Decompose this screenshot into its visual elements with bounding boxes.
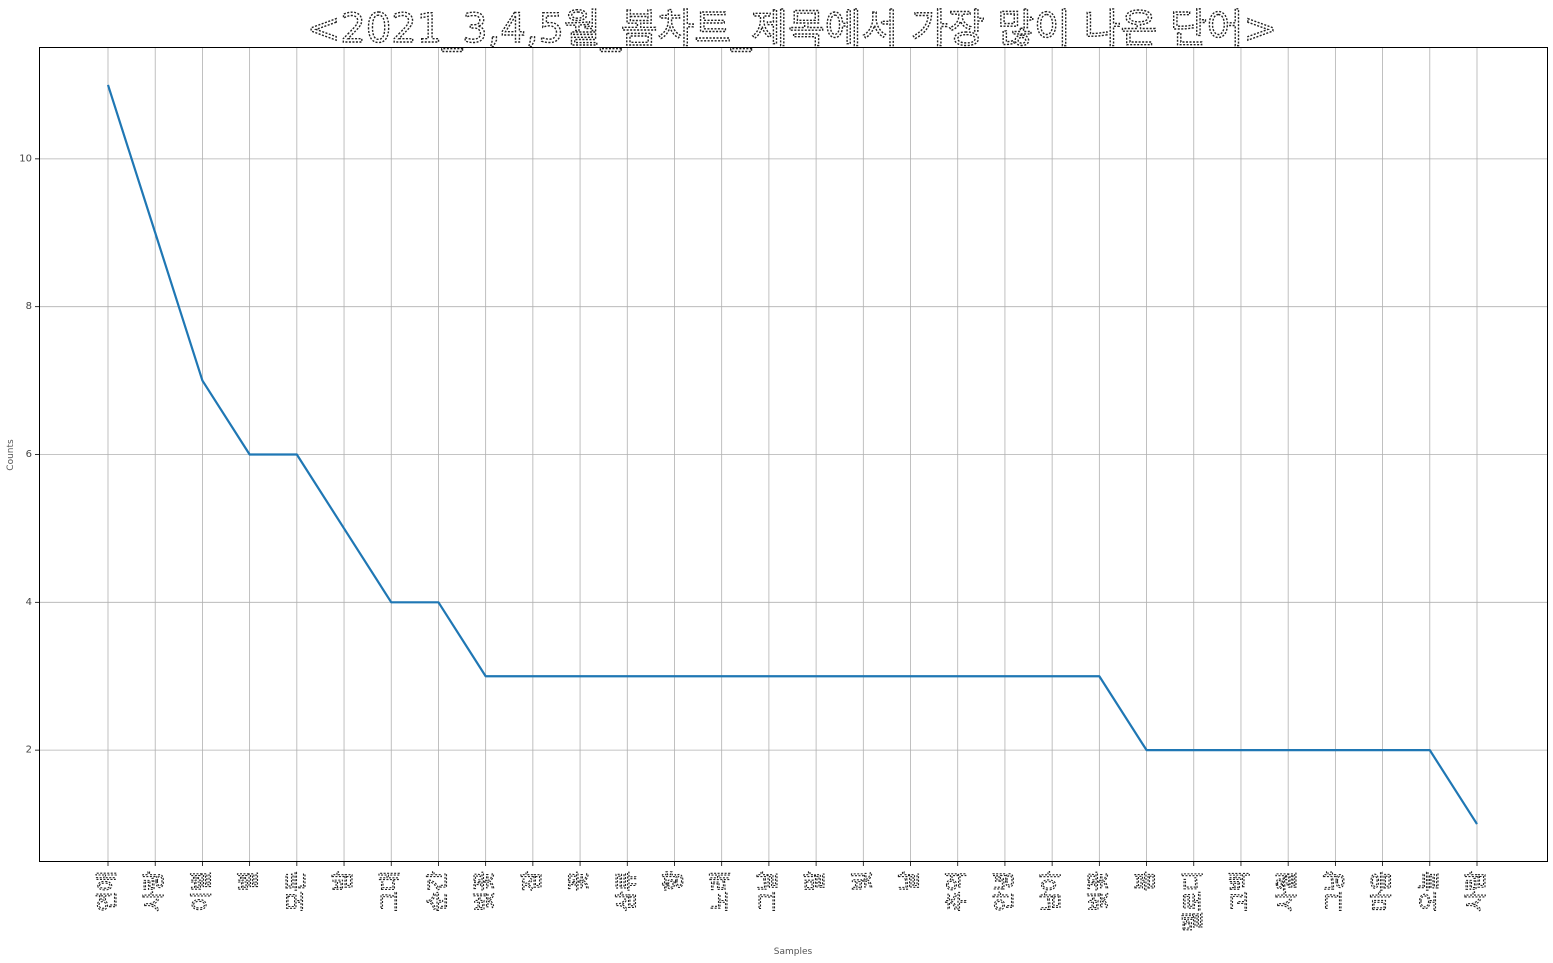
x-tick-label: 잠 — [520, 871, 545, 891]
data-point — [1097, 674, 1101, 678]
data-point — [106, 83, 110, 87]
x-tick-label: 빛 — [851, 871, 876, 891]
data-point — [1145, 748, 1149, 752]
x-tick-label: 그대 — [379, 871, 404, 911]
data-point — [1003, 674, 1007, 678]
x-axis-label: Samples — [774, 947, 813, 957]
y-axis-ticks: 2 4 6 8 10 — [19, 153, 40, 756]
data-point — [295, 453, 299, 457]
data-point — [1239, 748, 1243, 752]
chart-title: <2021_3,4,5월_봄차트_제목에서 가장 많이 나온 단어> — [307, 6, 1277, 52]
x-tick-label: 벚꽃 — [1087, 871, 1112, 911]
x-tick-label: 안녕 — [992, 871, 1017, 911]
data-point — [625, 674, 629, 678]
x-tick-label: 봄 — [1134, 871, 1159, 891]
x-tick-label: 고백 — [1228, 871, 1253, 911]
x-tick-label: 추억 — [945, 871, 970, 911]
x-tick-label: 남아 — [1040, 871, 1065, 911]
data-point — [1286, 748, 1290, 752]
x-axis-ticks: 연애 사랑 이별 별 모든 밤 그대 순간 벚꽃 잠 꽃 삼류 향 노래 그날 말 빛 날 추억 안녕 남아 벚꽃 봄 멜로디… — [95, 861, 1490, 932]
data-point — [1192, 748, 1196, 752]
y-tick-label: 6 — [26, 449, 32, 460]
x-tick-label: 오늘 — [1417, 871, 1442, 911]
x-tick-label: 순간 — [426, 871, 451, 911]
x-tick-label: 멜로디 — [1181, 871, 1206, 932]
data-point — [720, 674, 724, 678]
x-tick-label: 이별 — [190, 871, 215, 911]
y-tick-label: 4 — [26, 597, 32, 608]
data-point — [1381, 748, 1385, 752]
data-point — [1475, 822, 1479, 826]
grid-layer — [40, 48, 1547, 861]
x-tick-label: 꽃 — [568, 871, 593, 891]
x-tick-label: 날 — [898, 871, 923, 891]
data-point — [672, 674, 676, 678]
data-point — [389, 600, 393, 604]
y-tick-label: 2 — [26, 745, 32, 756]
x-tick-label: 그날 — [756, 871, 781, 911]
data-point — [484, 674, 488, 678]
data-point — [1428, 748, 1432, 752]
x-tick-label: 삼류 — [615, 871, 640, 911]
data-point — [153, 231, 157, 235]
data-point — [861, 674, 865, 678]
data-point — [531, 674, 535, 678]
y-tick-label: 10 — [19, 153, 32, 164]
data-point — [1050, 674, 1054, 678]
data-point — [814, 674, 818, 678]
x-tick-label: 밤 — [332, 871, 357, 891]
data-point — [248, 453, 252, 457]
data-point — [956, 674, 960, 678]
x-tick-label: 사월 — [1276, 871, 1301, 911]
data-point — [767, 674, 771, 678]
x-tick-label: 벚꽃 — [473, 871, 498, 911]
x-tick-label: 연애 — [96, 871, 121, 911]
series-layer — [106, 83, 1479, 826]
x-tick-label: 향 — [662, 871, 687, 891]
data-point — [436, 600, 440, 604]
y-tick-label: 8 — [26, 301, 32, 312]
data-point — [578, 674, 582, 678]
data-point — [342, 526, 346, 530]
counts-series-line — [106, 84, 1478, 825]
x-tick-label: 사랑 — [143, 871, 168, 911]
x-tick-label: 그냥 — [1323, 871, 1348, 911]
data-point — [909, 674, 913, 678]
plot-area-frame — [39, 47, 1548, 862]
x-tick-label: 마음 — [1370, 871, 1395, 911]
data-point — [1333, 748, 1337, 752]
y-axis-label: Counts — [6, 439, 16, 471]
x-tick-label: 별 — [237, 871, 262, 891]
data-point — [200, 379, 204, 383]
x-tick-label: 노래 — [709, 871, 734, 911]
x-tick-label: 모든 — [284, 871, 309, 911]
x-tick-label: 말 — [804, 871, 829, 891]
x-tick-label: 사람 — [1465, 871, 1490, 911]
